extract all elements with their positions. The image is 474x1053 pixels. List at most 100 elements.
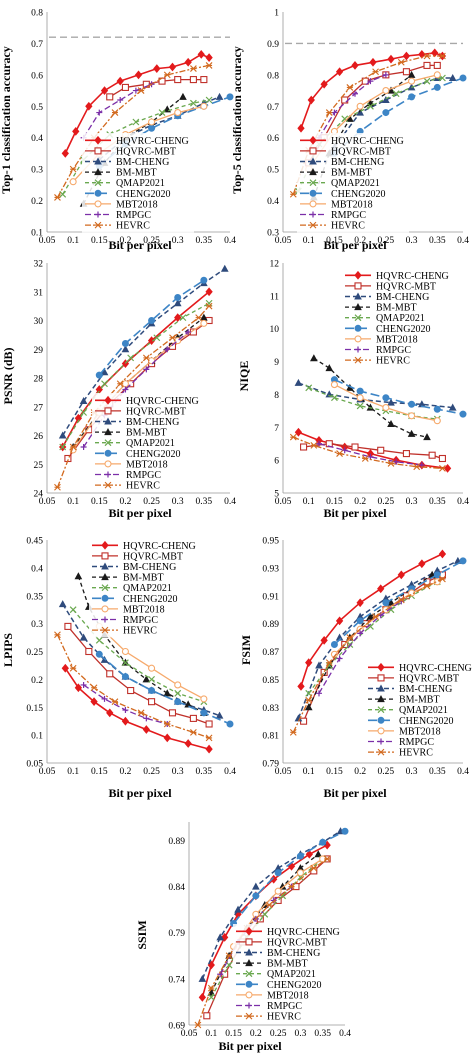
data-point-qmap2021 [305, 384, 313, 392]
legend-label-hevrc: HEVRC [126, 481, 160, 492]
x-tick-label: 0.35 [429, 236, 446, 246]
legend-marker-mbt2018 [377, 727, 385, 735]
legend-marker-cheng2020 [309, 189, 317, 197]
data-point-mbt2018 [174, 681, 182, 689]
data-point-mbt2018 [274, 887, 282, 895]
data-point-bm-cheng [252, 882, 260, 890]
data-point-qmap2021 [95, 636, 103, 644]
data-point-hqvrc-cheng [335, 67, 344, 77]
data-point-hqvrc-mbt [189, 76, 197, 84]
y-tick-label: 0.2 [31, 676, 43, 686]
data-point-hevrc [361, 455, 369, 462]
data-point-rmpgc [122, 386, 129, 393]
data-point-rmpgc [367, 78, 374, 85]
x-tick-label: 0.15 [225, 1029, 242, 1039]
data-point-hevrc [194, 1021, 202, 1029]
legend-label-hqvrc-cheng: HQVRC-CHENG [376, 271, 449, 282]
data-point-rmpgc [143, 366, 150, 373]
legend-marker-qmap2021 [354, 314, 362, 322]
data-point-mbt2018 [148, 118, 156, 126]
data-point-rmpgc [143, 715, 150, 722]
y-tick-label: 0.85 [262, 676, 279, 686]
data-point-cheng2020 [356, 387, 364, 395]
y-tick-label: 0.81 [262, 732, 279, 742]
data-point-bm-cheng [216, 933, 225, 941]
legend: HQVRC-CHENGHQVRC-MBTBM-CHENGBM-MBTQMAP20… [233, 924, 345, 1024]
data-point-qmap2021 [367, 102, 374, 110]
y-tick-label: 0.79 [168, 929, 185, 939]
data-point-hqvrc-mbt [85, 647, 93, 656]
series-hevrc [289, 575, 446, 736]
data-point-cheng2020 [356, 617, 364, 625]
data-point-hqvrc-cheng [121, 716, 130, 726]
data-point-hqvrc-mbt [121, 83, 129, 91]
data-point-mbt2018 [408, 412, 416, 420]
data-point-hevrc [116, 380, 124, 388]
y-tick-label: 0.4 [31, 134, 43, 144]
data-point-qmap2021 [80, 409, 88, 416]
data-point-mbt2018 [296, 869, 304, 877]
legend-label-hqvrc-mbt: HQVRC-MBT [123, 551, 183, 562]
series-line-qmap2021 [308, 387, 438, 420]
series-qmap2021 [59, 96, 213, 198]
x-tick-label: 0.05 [181, 1029, 198, 1039]
data-point-mbt2018 [200, 695, 208, 703]
x-tick-label: 0.3 [172, 497, 184, 507]
data-point-bm-mbt [314, 850, 323, 858]
data-point-cheng2020 [433, 571, 441, 579]
legend: HQVRC-CHENGHQVRC-MBTBM-CHENGBM-MBTQMAP20… [89, 538, 201, 638]
legend-marker-bm-mbt [101, 573, 109, 581]
series-hqvrc-cheng [61, 50, 213, 158]
y-tick-label: 0.5 [267, 166, 279, 176]
series-line-hevrc [56, 305, 210, 488]
data-point-hqvrc-cheng [134, 70, 143, 80]
legend-label-hqvrc-cheng: HQVRC-CHENG [331, 136, 404, 147]
data-point-hqvrc-cheng [402, 51, 411, 61]
y-tick-label: 32 [34, 260, 44, 270]
x-tick-label: 0.3 [172, 236, 184, 246]
x-tick-label: 0.35 [429, 497, 446, 507]
data-point-cheng2020 [319, 838, 327, 846]
data-point-rmpgc [185, 329, 192, 335]
legend-label-bm-cheng: BM-CHENG [126, 417, 179, 428]
data-point-hqvrc-mbt [423, 61, 431, 69]
data-point-rmpgc [132, 87, 139, 94]
legend-label-bm-mbt: BM-MBT [399, 695, 440, 706]
legend-label-rmpgc: RMPGC [267, 1001, 302, 1012]
data-point-hevrc [54, 631, 61, 639]
legend-marker-hqvrc-cheng [377, 662, 385, 672]
p1-ylabel: Top-5 classification accuracy [230, 46, 244, 194]
data-point-hqvrc-cheng [61, 149, 69, 158]
data-point-qmap2021 [207, 993, 215, 1001]
data-point-bm-cheng [448, 403, 457, 411]
legend-label-mbt2018: MBT2018 [116, 199, 158, 210]
legend-marker-mbt2018 [94, 200, 102, 208]
series-line-hqvrc-cheng [64, 667, 210, 750]
data-point-mbt2018 [148, 664, 156, 672]
data-point-mbt2018 [356, 394, 364, 402]
data-point-hevrc [325, 109, 333, 116]
legend-label-hevrc: HEVRC [331, 221, 365, 232]
x-tick-label: 0.25 [378, 497, 395, 507]
legend-marker-hqvrc-mbt [101, 552, 109, 560]
legend-label-hqvrc-mbt: HQVRC-MBT [116, 146, 176, 157]
legend-label-hqvrc-mbt: HQVRC-MBT [399, 673, 459, 684]
data-point-qmap2021 [367, 622, 374, 630]
x-tick-label: 0.3 [406, 236, 418, 246]
x-tick-label: 0.3 [172, 767, 184, 777]
series-hevrc [54, 631, 213, 742]
data-point-hqvrc-mbt [168, 709, 177, 717]
p1-xlabel: Bit per pixel [323, 238, 387, 252]
x-tick-label: 0.1 [67, 236, 79, 246]
data-point-qmap2021 [205, 96, 213, 104]
data-point-bm-mbt [179, 92, 187, 100]
y-tick-label: 0.93 [262, 564, 279, 574]
series-hqvrc-mbt [300, 440, 446, 463]
x-tick-label: 0.2 [119, 767, 131, 777]
legend-label-bm-mbt: BM-MBT [376, 303, 417, 314]
series-hqvrc-mbt [64, 622, 213, 728]
data-point-hqvrc-mbt [200, 76, 208, 84]
data-point-hqvrc-mbt [174, 76, 182, 84]
x-tick-label: 0.2 [250, 1029, 262, 1039]
